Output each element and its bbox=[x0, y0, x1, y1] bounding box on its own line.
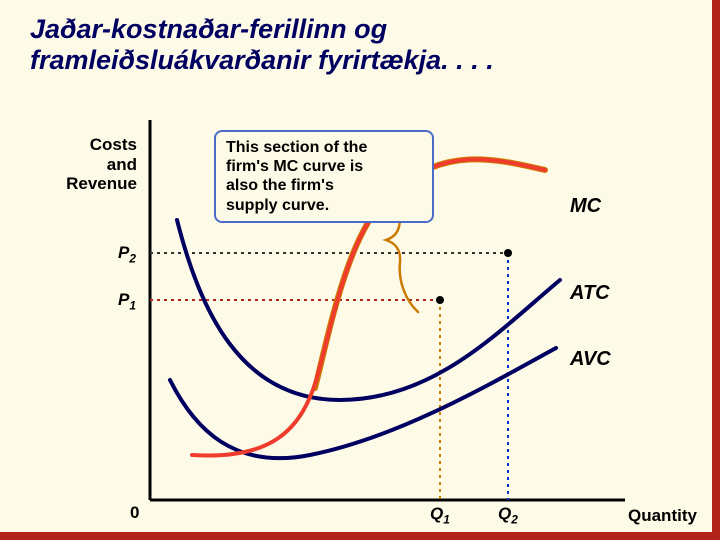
atc-label: ATC bbox=[570, 282, 610, 305]
slide: Jaðar-kostnaðar-ferillinn og framleiðslu… bbox=[0, 0, 720, 540]
callout-line: also the firm's bbox=[226, 176, 422, 195]
y-axis-label-line: and bbox=[66, 155, 137, 175]
q1-label: Q1 bbox=[430, 504, 450, 526]
avc-label: AVC bbox=[570, 348, 611, 371]
callout-line: This section of the bbox=[226, 138, 422, 157]
p1-label: P1 bbox=[118, 290, 136, 312]
slide-title: Jaðar-kostnaðar-ferillinn og framleiðslu… bbox=[30, 14, 494, 76]
q2-label: Q2 bbox=[498, 504, 518, 526]
callout-box: This section of thefirm's MC curve isals… bbox=[214, 130, 434, 223]
y-axis-label-line: Costs bbox=[66, 135, 137, 155]
y-axis-label-line: Revenue bbox=[66, 174, 137, 194]
plot-svg bbox=[0, 0, 720, 540]
origin-label: 0 bbox=[130, 503, 139, 523]
title-line2: framleiðsluákvarðanir fyrirtækja. . . . bbox=[30, 45, 494, 76]
callout-line: firm's MC curve is bbox=[226, 157, 422, 176]
mc-label: MC bbox=[570, 195, 601, 218]
x-axis-label: Quantity bbox=[628, 506, 697, 526]
p2-label: P2 bbox=[118, 243, 136, 265]
title-line1: Jaðar-kostnaðar-ferillinn og bbox=[30, 14, 494, 45]
y-axis-label: CostsandRevenue bbox=[66, 135, 137, 194]
callout-line: supply curve. bbox=[226, 196, 422, 215]
